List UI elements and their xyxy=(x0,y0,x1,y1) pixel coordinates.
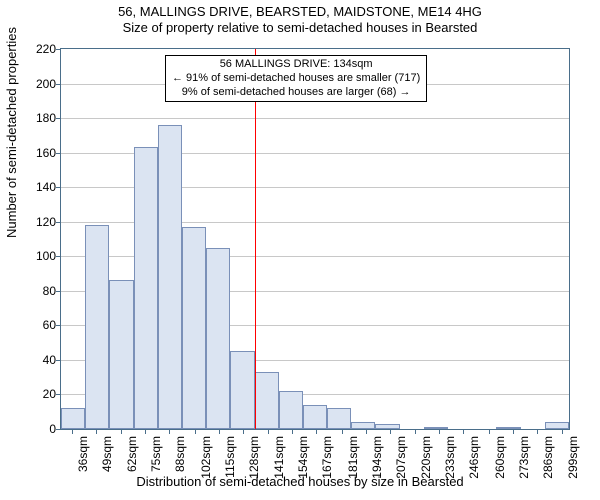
xtick-mark xyxy=(243,429,244,434)
ytick-mark xyxy=(56,49,61,50)
annotation-line-1: 56 MALLINGS DRIVE: 134sqm xyxy=(172,58,420,72)
ytick-label: 120 xyxy=(16,215,56,229)
xtick-mark xyxy=(562,429,563,434)
xtick-mark xyxy=(219,429,220,434)
xtick-mark xyxy=(537,429,538,434)
ytick-label: 0 xyxy=(16,422,56,436)
xtick-mark xyxy=(96,429,97,434)
ytick-label: 220 xyxy=(16,42,56,56)
chart-title: 56, MALLINGS DRIVE, BEARSTED, MAIDSTONE,… xyxy=(0,4,600,20)
xtick-label: 220sqm xyxy=(419,436,433,496)
histogram-bar xyxy=(206,248,230,429)
xtick-mark xyxy=(195,429,196,434)
histogram-bar xyxy=(327,408,351,429)
xtick-label: 62sqm xyxy=(125,436,139,496)
xtick-label: 115sqm xyxy=(223,436,237,496)
xtick-mark xyxy=(489,429,490,434)
histogram-bar xyxy=(255,372,279,429)
xtick-label: 207sqm xyxy=(394,436,408,496)
histogram-bar xyxy=(109,280,133,429)
xtick-label: 128sqm xyxy=(247,436,261,496)
ytick-mark xyxy=(56,153,61,154)
xtick-mark xyxy=(145,429,146,434)
xtick-mark xyxy=(72,429,73,434)
ytick-mark xyxy=(56,429,61,430)
annotation-line-2: ← 91% of semi-detached houses are smalle… xyxy=(172,72,420,86)
ytick-mark xyxy=(56,118,61,119)
xtick-label: 299sqm xyxy=(566,436,580,496)
histogram-bar xyxy=(496,427,520,429)
xtick-label: 102sqm xyxy=(199,436,213,496)
xtick-label: 154sqm xyxy=(296,436,310,496)
xtick-label: 194sqm xyxy=(370,436,384,496)
histogram-bar xyxy=(303,405,327,429)
xtick-mark xyxy=(121,429,122,434)
ytick-label: 180 xyxy=(16,111,56,125)
reference-line xyxy=(255,49,256,429)
xtick-mark xyxy=(415,429,416,434)
histogram-bar xyxy=(424,427,448,429)
xtick-mark xyxy=(169,429,170,434)
xtick-mark xyxy=(342,429,343,434)
ytick-mark xyxy=(56,256,61,257)
histogram-bar xyxy=(158,125,182,429)
xtick-mark xyxy=(366,429,367,434)
xtick-mark xyxy=(513,429,514,434)
gridline xyxy=(61,118,569,119)
ytick-label: 20 xyxy=(16,387,56,401)
xtick-label: 49sqm xyxy=(100,436,114,496)
xtick-mark xyxy=(316,429,317,434)
xtick-mark xyxy=(439,429,440,434)
xtick-label: 167sqm xyxy=(320,436,334,496)
histogram-bar xyxy=(279,391,303,429)
histogram-bar xyxy=(351,422,375,429)
ytick-mark xyxy=(56,291,61,292)
xtick-label: 273sqm xyxy=(517,436,531,496)
ytick-label: 100 xyxy=(16,249,56,263)
xtick-label: 88sqm xyxy=(173,436,187,496)
xtick-label: 36sqm xyxy=(76,436,90,496)
ytick-mark xyxy=(56,360,61,361)
annotation-line-3: 9% of semi-detached houses are larger (6… xyxy=(172,86,420,100)
ytick-mark xyxy=(56,325,61,326)
ytick-mark xyxy=(56,84,61,85)
xtick-mark xyxy=(268,429,269,434)
plot-area: 56 MALLINGS DRIVE: 134sqm ← 91% of semi-… xyxy=(60,48,570,430)
ytick-label: 160 xyxy=(16,146,56,160)
ytick-mark xyxy=(56,222,61,223)
ytick-label: 40 xyxy=(16,353,56,367)
xtick-label: 260sqm xyxy=(493,436,507,496)
ytick-mark xyxy=(56,187,61,188)
xtick-label: 75sqm xyxy=(149,436,163,496)
xtick-label: 233sqm xyxy=(443,436,457,496)
xtick-label: 181sqm xyxy=(346,436,360,496)
ytick-label: 60 xyxy=(16,318,56,332)
xtick-mark xyxy=(292,429,293,434)
y-axis-label: Number of semi-detached properties xyxy=(4,27,19,238)
histogram-bar xyxy=(230,351,254,429)
histogram-bar xyxy=(375,424,399,429)
xtick-label: 286sqm xyxy=(541,436,555,496)
ytick-mark xyxy=(56,394,61,395)
xtick-mark xyxy=(463,429,464,434)
histogram-bar xyxy=(85,225,109,429)
histogram-bar xyxy=(545,422,569,429)
xtick-mark xyxy=(390,429,391,434)
ytick-label: 200 xyxy=(16,77,56,91)
chart-subtitle: Size of property relative to semi-detach… xyxy=(0,20,600,36)
ytick-label: 80 xyxy=(16,284,56,298)
ytick-label: 140 xyxy=(16,180,56,194)
annotation-box: 56 MALLINGS DRIVE: 134sqm ← 91% of semi-… xyxy=(165,55,427,102)
histogram-bar xyxy=(182,227,206,429)
histogram-bar xyxy=(134,147,158,429)
xtick-label: 141sqm xyxy=(272,436,286,496)
histogram-bar xyxy=(61,408,85,429)
xtick-label: 246sqm xyxy=(467,436,481,496)
